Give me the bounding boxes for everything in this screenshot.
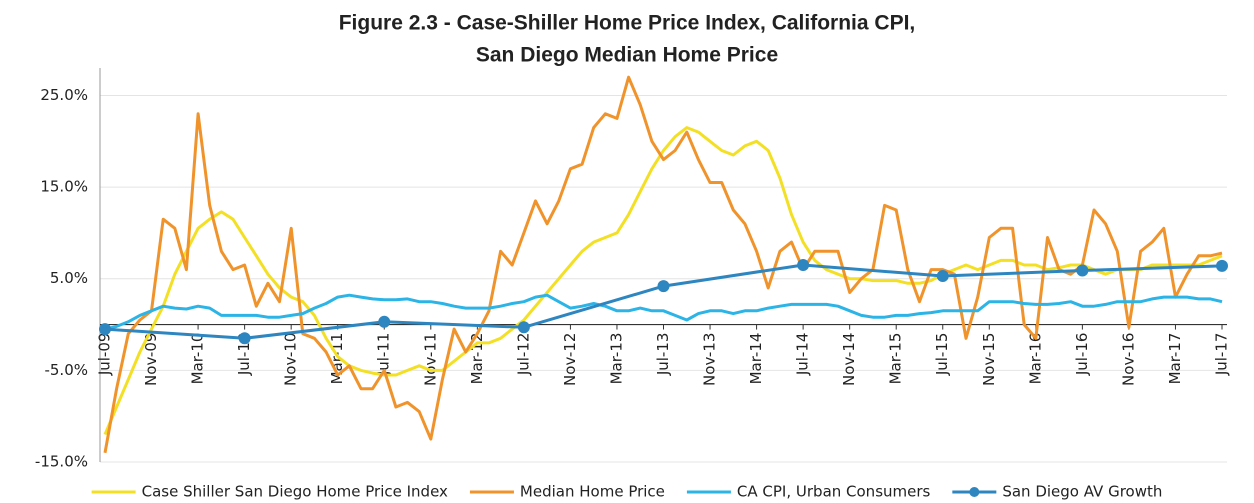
x-tick-label: Mar-13: [607, 333, 625, 385]
x-tick-label: Jul-17: [1213, 333, 1231, 377]
x-tick-label: Nov-10: [282, 333, 300, 386]
legend-label: Case Shiller San Diego Home Price Index: [142, 483, 448, 501]
y-tick-label: 5.0%: [50, 269, 88, 287]
series-marker: [1216, 259, 1228, 272]
series-marker: [517, 321, 530, 334]
series-marker: [936, 269, 949, 282]
legend-label: CA CPI, Urban Consumers: [737, 483, 931, 501]
chart-title: San Diego Median Home Price: [476, 44, 778, 67]
y-tick-label: -15.0%: [35, 453, 88, 471]
x-tick-label: Nov-14: [840, 333, 858, 386]
x-tick-label: Nov-16: [1119, 333, 1137, 386]
legend-label: Median Home Price: [520, 483, 665, 501]
series-marker: [99, 323, 111, 336]
legend-marker: [969, 487, 980, 497]
series-line: [104, 293, 1223, 331]
x-tick-label: Mar-12: [468, 333, 486, 385]
y-tick-label: -5.0%: [44, 361, 88, 379]
x-tick-label: Nov-12: [561, 333, 579, 386]
x-tick-label: Mar-14: [747, 333, 765, 385]
x-tick-label: Mar-15: [887, 333, 905, 385]
y-tick-label: 15.0%: [40, 178, 88, 196]
chart-title: Figure 2.3 - Case-Shiller Home Price Ind…: [339, 12, 916, 35]
x-tick-label: Mar-10: [189, 333, 207, 385]
x-tick-label: Jul-10: [235, 333, 253, 377]
series-line: [103, 126, 1223, 436]
series-marker: [238, 332, 251, 345]
y-tick-label: 25.0%: [40, 86, 88, 104]
series-marker: [797, 259, 810, 271]
x-tick-label: Jul-15: [933, 333, 951, 377]
series-marker: [1076, 264, 1089, 277]
x-tick-label: Jul-16: [1073, 333, 1091, 377]
series-marker: [378, 315, 391, 328]
x-tick-label: Nov-15: [980, 333, 998, 386]
x-tick-label: Mar-17: [1166, 333, 1184, 385]
x-tick-label: Jul-12: [514, 333, 532, 377]
x-tick-label: Jul-11: [375, 333, 393, 377]
series-marker: [657, 280, 670, 293]
x-tick-label: Nov-13: [701, 333, 719, 386]
x-tick-label: Nov-11: [421, 333, 439, 386]
x-tick-label: Mar-16: [1026, 333, 1044, 385]
x-tick-label: Jul-14: [794, 333, 812, 377]
series-line: [103, 75, 1223, 454]
legend: Case Shiller San Diego Home Price Index M…: [91, 483, 1162, 501]
x-tick-label: Nov-09: [142, 333, 160, 386]
x-tick-label: Jul-09: [96, 333, 114, 377]
x-tick-label: Jul-13: [654, 333, 672, 377]
legend-label: San Diego AV Growth: [1002, 483, 1162, 501]
